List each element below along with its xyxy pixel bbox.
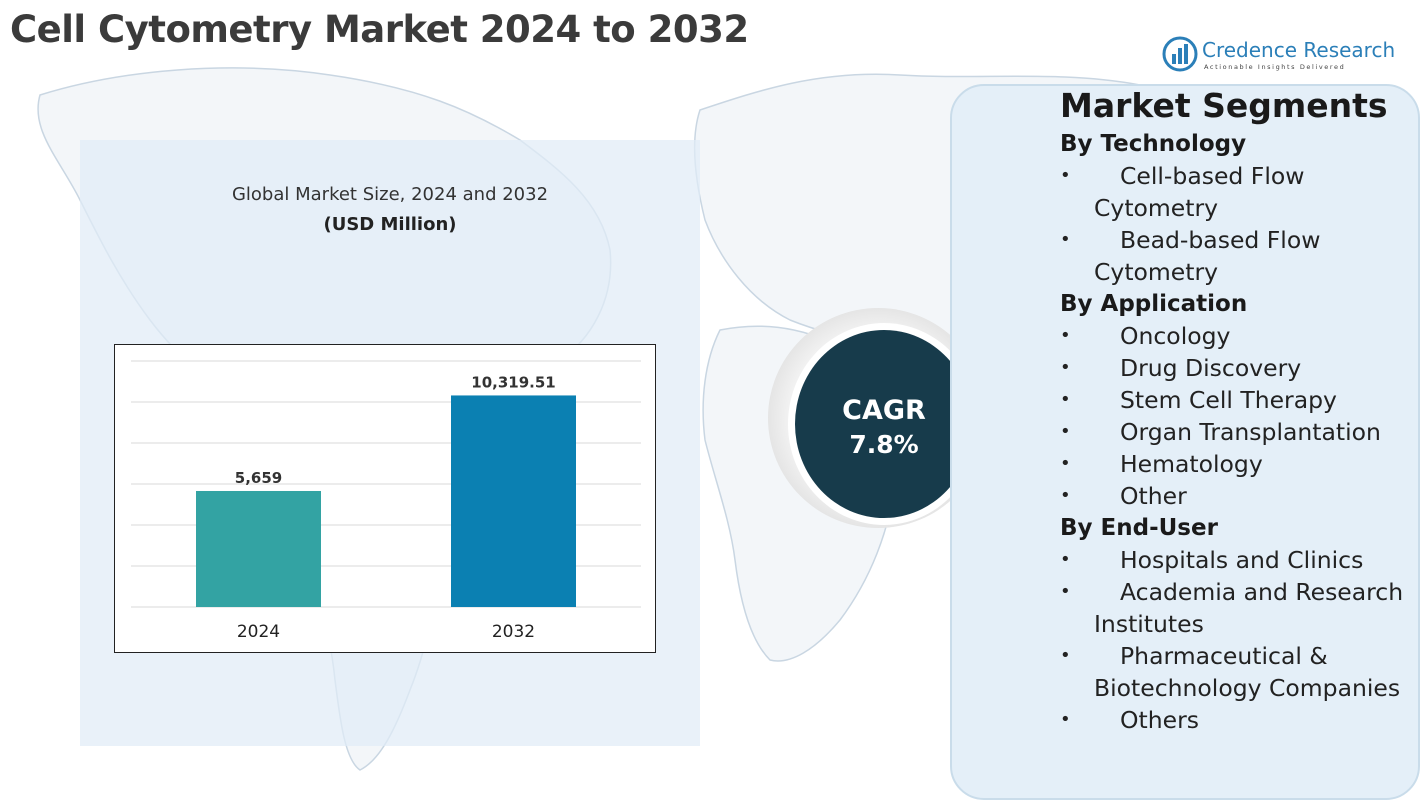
- page-title: Cell Cytometry Market 2024 to 2032: [10, 8, 749, 51]
- bullet-icon: •: [1060, 581, 1071, 602]
- bar-chart: 5,659 2024 10,319.51 2032: [114, 344, 656, 653]
- bullet-icon: •: [1060, 421, 1071, 442]
- list-item: • Organ Transplantation: [1060, 418, 1381, 446]
- cagr-label: CAGR: [842, 395, 926, 426]
- segments-title: Market Segments: [1060, 86, 1388, 125]
- list-item: • Cell-based Flow Cytometry: [1060, 162, 1305, 222]
- bar-2032: [451, 395, 576, 607]
- bullet-icon: •: [1060, 389, 1071, 410]
- segments-panel: [950, 84, 1420, 800]
- list-item: • Hematology: [1060, 450, 1263, 478]
- list-item: • Stem Cell Therapy: [1060, 386, 1337, 414]
- segment-heading-technology: By Technology: [1060, 131, 1247, 157]
- list-item: • Pharmaceutical & Biotechnology Companie…: [1060, 642, 1401, 702]
- bullet-icon: •: [1060, 709, 1071, 730]
- list-item: • Academia and Research Institutes: [1060, 578, 1404, 638]
- bullet-icon: •: [1060, 229, 1071, 250]
- bar-chart-svg: 5,659 2024 10,319.51 2032: [131, 360, 641, 642]
- segment-heading-application: By Application: [1060, 291, 1248, 317]
- logo-tagline: Actionable Insights Delivered: [1204, 63, 1346, 71]
- segments-list: By Technology • Cell-based Flow Cytometry…: [1060, 128, 1420, 736]
- bar-2024: [196, 490, 321, 607]
- bar-value-label: 5,659: [235, 469, 282, 487]
- chart-unit: (USD Million): [323, 214, 457, 235]
- bullet-icon: •: [1060, 453, 1071, 474]
- bullet-icon: •: [1060, 485, 1071, 506]
- chart-title: Global Market Size, 2024 and 2032: [231, 184, 549, 205]
- list-item: • Oncology: [1060, 322, 1231, 350]
- list-item: • Drug Discovery: [1060, 354, 1302, 382]
- bullet-icon: •: [1060, 357, 1071, 378]
- bullet-icon: •: [1060, 549, 1071, 570]
- x-tick-label: 2024: [237, 622, 280, 642]
- list-item: • Bead-based Flow Cytometry: [1060, 226, 1321, 286]
- list-item: • Hospitals and Clinics: [1060, 546, 1364, 574]
- cagr-badge: [795, 330, 973, 518]
- bar-chart-logo-icon: [1162, 36, 1198, 72]
- segment-heading-end-user: By End-User: [1060, 515, 1218, 541]
- list-item: • Other: [1060, 482, 1187, 510]
- brand-logo: Credence Research Actionable Insights De…: [1162, 36, 1402, 76]
- bullet-icon: •: [1060, 325, 1071, 346]
- bullet-icon: •: [1060, 645, 1071, 666]
- cagr-value: 7.8%: [849, 430, 919, 459]
- bullet-icon: •: [1060, 165, 1071, 186]
- x-tick-label: 2032: [492, 622, 535, 642]
- logo-name: Credence Research: [1202, 38, 1396, 62]
- bar-value-label: 10,319.51: [471, 373, 555, 391]
- list-item: • Others: [1060, 706, 1199, 734]
